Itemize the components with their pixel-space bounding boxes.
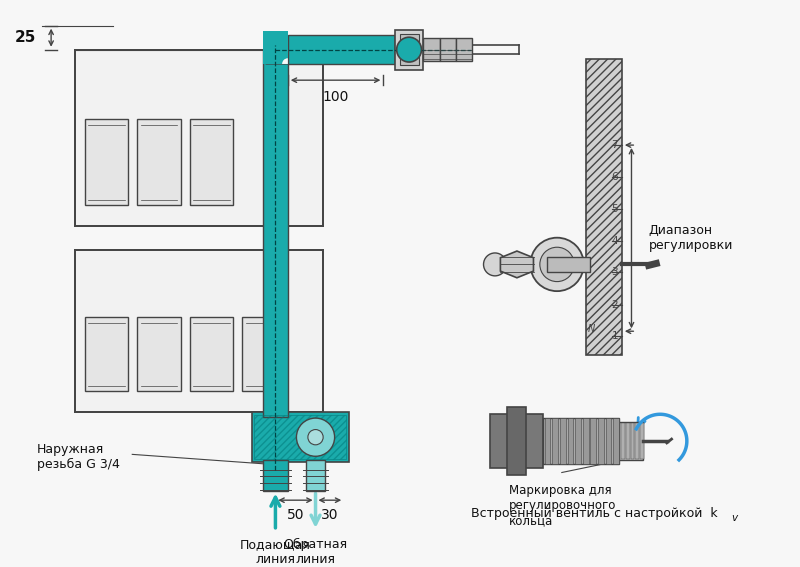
Bar [85, 317, 129, 391]
Text: Наружная
резьба G 3/4: Наружная резьба G 3/4 [37, 443, 120, 471]
Text: Подающая
линия: Подающая линия [240, 539, 311, 566]
Bar [560, 418, 566, 464]
Bar [635, 423, 639, 459]
Text: 4: 4 [611, 235, 618, 246]
Bar [75, 250, 323, 412]
Circle shape [530, 238, 584, 291]
Text: Обратная
линия: Обратная линия [283, 539, 347, 566]
Bar [547, 257, 590, 272]
Bar [606, 418, 611, 464]
Circle shape [483, 253, 506, 276]
Bar [440, 38, 456, 61]
Circle shape [397, 37, 422, 62]
Bar [263, 460, 288, 490]
Bar [399, 35, 418, 65]
Bar [190, 119, 234, 205]
Circle shape [297, 418, 334, 456]
Text: Маркировка для
регулировочного
кольца: Маркировка для регулировочного кольца [510, 484, 617, 527]
Bar [456, 38, 472, 61]
Bar [137, 119, 181, 205]
Text: 6: 6 [611, 172, 618, 181]
Bar [263, 31, 288, 64]
Wedge shape [266, 42, 288, 64]
Bar [490, 414, 542, 468]
Text: 7: 7 [611, 140, 618, 150]
Bar [306, 460, 325, 490]
Bar [582, 418, 589, 464]
Text: 5: 5 [611, 204, 618, 214]
Text: 3: 3 [611, 267, 618, 277]
Text: 1: 1 [611, 331, 618, 341]
Wedge shape [282, 58, 288, 64]
Circle shape [308, 430, 323, 445]
Circle shape [540, 247, 574, 282]
Bar [542, 418, 619, 464]
Bar [75, 50, 323, 226]
Bar [575, 418, 581, 464]
Bar [567, 418, 574, 464]
Bar [626, 423, 630, 459]
Bar [251, 412, 349, 462]
Text: Встроенный вентиль с настройкой  k: Встроенный вентиль с настройкой k [471, 507, 718, 521]
Bar [394, 29, 423, 70]
Bar [288, 35, 394, 64]
Bar [423, 38, 440, 61]
Bar [190, 317, 234, 391]
Text: 50: 50 [286, 508, 304, 522]
Text: 100: 100 [322, 90, 349, 104]
Bar [614, 418, 619, 464]
Bar [545, 418, 550, 464]
Text: 2: 2 [611, 299, 618, 310]
Bar [552, 418, 558, 464]
Text: v: v [730, 513, 737, 523]
Bar [137, 317, 181, 391]
Bar [598, 418, 604, 464]
Bar [242, 317, 286, 391]
Text: Диапазон
регулировки: Диапазон регулировки [649, 224, 733, 252]
Bar [507, 407, 526, 475]
Bar [254, 415, 346, 459]
Bar [263, 50, 288, 417]
Bar [586, 59, 622, 355]
Bar [630, 423, 634, 459]
Bar [621, 423, 625, 459]
Bar [640, 423, 644, 459]
Bar [590, 418, 596, 464]
Bar [85, 119, 129, 205]
Text: 30: 30 [321, 508, 338, 522]
Bar [619, 422, 643, 460]
Text: N: N [588, 324, 595, 335]
Polygon shape [501, 251, 534, 278]
Text: 25: 25 [14, 30, 36, 45]
